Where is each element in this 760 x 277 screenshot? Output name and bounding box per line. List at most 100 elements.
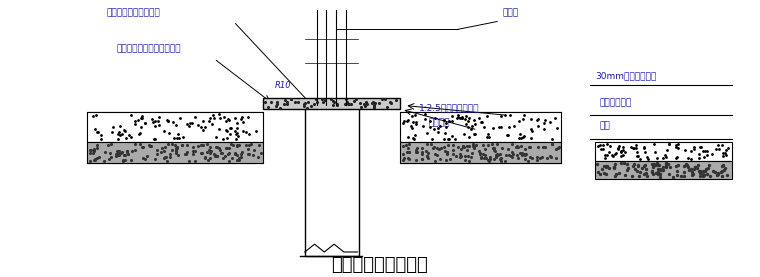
Point <box>153 123 165 128</box>
Point <box>343 102 355 106</box>
Point <box>615 161 627 166</box>
Point <box>207 116 220 120</box>
Point <box>170 145 182 149</box>
Point <box>218 114 230 119</box>
Point <box>640 167 652 171</box>
Point <box>536 155 548 160</box>
Point <box>157 146 169 150</box>
Point <box>207 113 219 118</box>
Point <box>169 143 181 147</box>
Point <box>596 167 608 171</box>
Point <box>402 155 414 160</box>
Point <box>144 144 157 148</box>
Point <box>441 150 453 155</box>
Point <box>410 150 423 155</box>
Point <box>239 143 252 147</box>
Point <box>502 124 515 129</box>
Point <box>491 152 503 156</box>
Point <box>117 158 129 163</box>
Point <box>625 145 638 149</box>
Point <box>417 124 429 129</box>
Point <box>158 129 170 133</box>
Point <box>482 132 494 136</box>
Point <box>421 154 433 158</box>
Point <box>129 119 141 124</box>
Point <box>366 100 378 104</box>
Point <box>205 121 217 126</box>
Point <box>104 150 116 155</box>
Point <box>534 156 546 160</box>
Point <box>152 119 164 124</box>
Point <box>459 158 471 163</box>
Point <box>208 154 220 159</box>
Point <box>129 142 141 147</box>
Point <box>110 154 122 158</box>
Bar <box>400 112 561 142</box>
Point <box>196 151 208 155</box>
Point <box>493 152 505 156</box>
Point <box>632 154 644 158</box>
Point <box>245 142 257 146</box>
Point <box>136 145 148 149</box>
Point <box>464 127 477 131</box>
Point <box>261 105 274 110</box>
Point <box>197 128 209 132</box>
Point <box>447 148 459 152</box>
Point <box>522 158 534 163</box>
Point <box>188 148 201 153</box>
Point <box>694 171 706 175</box>
Point <box>591 162 603 166</box>
Point <box>139 121 151 125</box>
Point <box>405 124 417 129</box>
Point <box>460 114 472 118</box>
Point <box>656 168 668 173</box>
Point <box>446 114 458 119</box>
Point <box>229 116 241 120</box>
Point <box>457 144 469 148</box>
Point <box>451 113 464 118</box>
Point <box>619 173 632 177</box>
Point <box>538 120 550 125</box>
Point <box>338 102 350 106</box>
Point <box>634 170 646 174</box>
Point <box>438 137 450 141</box>
Point <box>422 151 434 155</box>
Text: 桩顶防水做法示意图: 桩顶防水做法示意图 <box>331 256 429 274</box>
Point <box>243 152 255 157</box>
Point <box>442 151 454 156</box>
Point <box>489 149 502 153</box>
Point <box>397 156 410 160</box>
Point <box>451 116 463 120</box>
Point <box>319 98 331 102</box>
Point <box>210 153 222 157</box>
Point <box>639 163 651 167</box>
Point <box>515 143 527 148</box>
Point <box>116 132 128 136</box>
Point <box>481 114 493 118</box>
Point <box>105 155 117 160</box>
Point <box>236 155 248 159</box>
Point <box>702 165 714 170</box>
Point <box>600 172 613 176</box>
Text: 1:2.5水泥砂浆保护层: 1:2.5水泥砂浆保护层 <box>419 103 480 112</box>
Point <box>609 161 621 166</box>
Point <box>84 148 97 153</box>
Bar <box>595 161 732 179</box>
Point <box>230 152 242 156</box>
Point <box>131 118 144 122</box>
Point <box>663 142 675 146</box>
Point <box>629 167 641 171</box>
Point <box>454 152 466 156</box>
Point <box>632 164 644 168</box>
Point <box>693 169 705 173</box>
Point <box>84 151 96 155</box>
Point <box>141 153 154 158</box>
Point <box>120 135 132 140</box>
Point <box>87 146 100 151</box>
Point <box>443 137 455 142</box>
Point <box>217 156 230 160</box>
Point <box>641 155 653 159</box>
Point <box>444 157 456 161</box>
Point <box>113 130 125 134</box>
Point <box>222 117 234 121</box>
